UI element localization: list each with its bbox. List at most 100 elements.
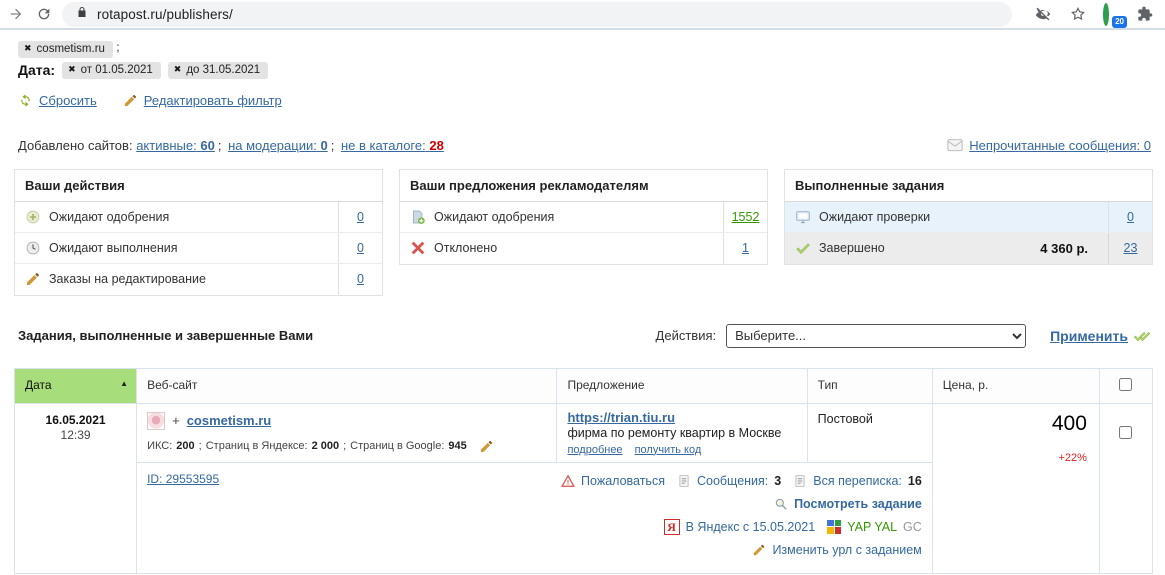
- not-in-catalog-link[interactable]: не в каталоге: 28: [340, 137, 444, 153]
- yandex-since-link[interactable]: В Яндекс с 15.05.2021: [685, 519, 816, 534]
- column-header-price[interactable]: Цена, р.: [931, 367, 1100, 404]
- edit-site-pencil-icon[interactable]: [479, 439, 494, 454]
- index-flags-gray: GC: [903, 519, 922, 534]
- close-icon[interactable]: ✖: [68, 64, 76, 74]
- view-task-link[interactable]: Посмотреть задание: [794, 496, 922, 511]
- filter-actions-row: Сбросить Редактировать фильтр: [18, 93, 1153, 108]
- task-type-cell: Постовой: [806, 402, 933, 463]
- filter-tag-date-from[interactable]: ✖ от 01.05.2021: [62, 61, 161, 79]
- panel-row-awaiting-completion: Ожидают выполнения 0: [15, 232, 382, 264]
- site-expand-toggle[interactable]: +: [172, 413, 180, 428]
- complain-link[interactable]: Пожаловаться: [581, 473, 665, 488]
- panel-row-count-link[interactable]: 1: [742, 241, 749, 255]
- task-date: 16.05.2021: [45, 412, 106, 427]
- reset-refresh-icon: [21, 93, 30, 107]
- tasks-section-title: Задания, выполненные и завершенные Вами: [18, 328, 314, 343]
- finished-amount: 4 360 р.: [1040, 240, 1088, 256]
- panel-row-count-link[interactable]: 0: [357, 240, 364, 255]
- site-link[interactable]: cosmetism.ru: [186, 413, 272, 428]
- task-date-cell: 16.05.2021 12:39: [13, 402, 138, 574]
- column-header-offer[interactable]: Предложение: [556, 367, 808, 404]
- panel-your-actions: Ваши действия Ожидают одобрения 0 Ожидаю…: [14, 168, 383, 296]
- close-icon[interactable]: ✖: [24, 43, 32, 53]
- panel-row-count-link[interactable]: 0: [1127, 209, 1134, 224]
- tasks-actions: Действия: Выберите... Применить: [655, 323, 1151, 348]
- price-value: 400: [1051, 411, 1087, 435]
- detail-line-view-task: Посмотреть задание: [561, 495, 922, 513]
- unread-messages[interactable]: Непрочитанные сообщения: 0: [947, 138, 1151, 153]
- chrome-toolbar-icons: 20: [1033, 2, 1155, 28]
- forward-icon[interactable]: [6, 4, 26, 24]
- yandex-pages-value: 2 000: [311, 440, 340, 452]
- edit-filter-button[interactable]: Редактировать фильтр: [123, 93, 282, 108]
- address-bar[interactable]: rotapost.ru/publishers/: [62, 1, 1012, 27]
- filter-tag-site[interactable]: ✖ cosmetism.ru: [18, 40, 113, 58]
- task-price-cell: 400 +22%: [931, 402, 1100, 574]
- reload-icon[interactable]: [34, 4, 54, 24]
- column-header-website[interactable]: Веб-сайт: [136, 367, 558, 404]
- index-flags-green: YAP YAL: [847, 519, 898, 534]
- messages-link[interactable]: Сообщения:: [696, 473, 769, 488]
- panel-row-count-link[interactable]: 1552: [731, 209, 760, 224]
- panel-row-count-link[interactable]: 23: [1123, 241, 1138, 255]
- column-header-checkbox: [1098, 367, 1154, 404]
- panel-row-label: Ожидают одобрения: [49, 209, 170, 224]
- task-time: 12:39: [60, 427, 91, 442]
- user-add-icon: [413, 210, 425, 224]
- tasks-section-header: Задания, выполненные и завершенные Вами …: [18, 323, 1151, 348]
- edit-filter-link[interactable]: Редактировать фильтр: [143, 92, 282, 108]
- task-row-checkbox[interactable]: [1119, 425, 1133, 439]
- bookmark-star-icon[interactable]: [1068, 4, 1088, 24]
- page-content: ✖ cosmetism.ru ; Дата: ✖ от 01.05.2021 ✖…: [0, 30, 1165, 574]
- site-favicon: [147, 411, 166, 430]
- yandex-icon: Я: [663, 518, 680, 535]
- unread-messages-link[interactable]: Непрочитанные сообщения: 0: [969, 137, 1151, 153]
- browser-chrome: rotapost.ru/publishers/ 20: [0, 0, 1165, 30]
- eye-off-icon[interactable]: [1033, 4, 1053, 24]
- site-metrics: ИКС: 200; Страниц в Яндексе: 2 000; Страни…: [147, 439, 546, 454]
- panel-row-label: Ожидают выполнения: [49, 240, 178, 255]
- offer-details-link[interactable]: подробнее: [567, 443, 623, 456]
- reset-filter-button[interactable]: Сбросить: [18, 93, 97, 108]
- table-row: 16.05.2021 12:39 + cosmetism.ru ИКС: 200;…: [13, 402, 1154, 574]
- filter-separator: ;: [116, 40, 120, 54]
- panel-row-count-link[interactable]: 0: [357, 209, 364, 224]
- moderation-sites-link[interactable]: на модерации: 0: [228, 137, 328, 153]
- extensions-puzzle-icon[interactable]: [1135, 4, 1155, 24]
- offer-url-link[interactable]: https://trian.tiu.ru: [567, 409, 676, 425]
- column-header-type[interactable]: Тип: [806, 367, 933, 404]
- actions-label: Действия:: [655, 328, 717, 343]
- active-sites-link[interactable]: активные: 60: [136, 137, 215, 153]
- added-sites-label: Добавлено сайтов:: [18, 137, 133, 153]
- offer-description: фирма по ремонту квартир в Москве: [567, 425, 782, 440]
- offer-get-code-link[interactable]: получить код: [634, 443, 702, 456]
- task-offer-cell: https://trian.tiu.ru фирма по ремонту кв…: [556, 402, 808, 463]
- apply-button[interactable]: Применить: [1050, 328, 1151, 344]
- detail-line-indexing: Я В Яндекс с 15.05.2021 YAP YAL GC: [561, 518, 922, 536]
- close-icon[interactable]: ✖: [173, 64, 182, 74]
- actions-select[interactable]: Выберите...: [726, 323, 1027, 348]
- summary-panels: Ваши действия Ожидают одобрения 0 Ожидаю…: [14, 168, 1153, 296]
- panel-row-finished: Завершено 4 360 р. 23: [785, 232, 1152, 264]
- iks-value: 200: [176, 440, 195, 452]
- task-id-link[interactable]: ID: 29553595: [147, 471, 220, 486]
- panel-row-awaiting-approval: Ожидают одобрения 0: [15, 201, 382, 233]
- detail-line-edit-url: Изменить урл с заданием: [561, 541, 922, 559]
- price-change-badge: +22%: [1058, 451, 1087, 464]
- select-all-checkbox[interactable]: [1119, 377, 1133, 391]
- sites-stats: Добавлено сайтов: активные: 60; на модер…: [18, 137, 444, 153]
- edit-url-pencil-icon: [754, 544, 765, 555]
- edit-task-url-link[interactable]: Изменить урл с заданием: [772, 542, 922, 557]
- correspondence-link[interactable]: Вся переписка:: [813, 473, 902, 488]
- filter-tag-date-from-label: от 01.05.2021: [80, 63, 153, 76]
- table-header-row: Дата ▲ Веб-сайт Предложение Тип Цена, р.: [13, 367, 1154, 404]
- google-pages-value: 945: [448, 440, 467, 452]
- sort-asc-icon: ▲: [120, 378, 129, 388]
- panel-row-count-link[interactable]: 0: [357, 272, 364, 286]
- filter-tag-date-to[interactable]: ✖ до 31.05.2021: [167, 61, 269, 79]
- reset-filter-link[interactable]: Сбросить: [39, 92, 97, 108]
- panel-row-label: Заказы на редактирование: [49, 272, 206, 286]
- column-header-date[interactable]: Дата ▲: [13, 367, 138, 404]
- envelope-icon: [947, 138, 963, 151]
- adblock-extension-icon[interactable]: 20: [1103, 2, 1127, 28]
